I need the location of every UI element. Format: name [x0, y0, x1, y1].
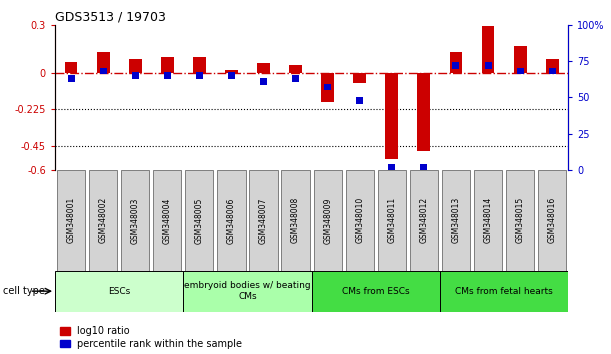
Bar — [193, 57, 206, 73]
Bar — [185, 170, 213, 271]
Bar — [292, 75, 299, 82]
Bar — [121, 170, 149, 271]
Text: GSM348010: GSM348010 — [355, 197, 364, 244]
Text: GSM348002: GSM348002 — [98, 197, 108, 244]
Bar — [481, 27, 494, 73]
Bar — [257, 63, 270, 73]
Bar — [225, 70, 238, 73]
Bar — [97, 52, 109, 73]
Bar — [164, 72, 171, 79]
Text: GSM348004: GSM348004 — [163, 197, 172, 244]
Text: GSM348013: GSM348013 — [452, 197, 461, 244]
Bar — [346, 170, 374, 271]
Text: GSM348007: GSM348007 — [259, 197, 268, 244]
Bar — [260, 78, 267, 85]
Bar — [353, 73, 366, 83]
Bar — [321, 73, 334, 102]
Text: GSM348011: GSM348011 — [387, 197, 397, 244]
Bar — [485, 62, 492, 69]
Bar — [67, 75, 75, 82]
Bar — [440, 271, 568, 312]
Text: ESCs: ESCs — [108, 287, 130, 296]
Text: embryoid bodies w/ beating
CMs: embryoid bodies w/ beating CMs — [184, 281, 311, 301]
Bar — [282, 170, 310, 271]
Text: GSM348015: GSM348015 — [516, 197, 525, 244]
Bar — [452, 62, 459, 69]
Bar — [516, 68, 524, 74]
Bar — [161, 57, 174, 73]
Bar — [312, 271, 440, 312]
Bar — [183, 271, 312, 312]
Bar — [57, 170, 85, 271]
Bar — [289, 65, 302, 73]
Legend: log10 ratio, percentile rank within the sample: log10 ratio, percentile rank within the … — [60, 326, 243, 349]
Bar — [549, 68, 556, 74]
Text: GSM348006: GSM348006 — [227, 197, 236, 244]
Bar — [324, 84, 331, 91]
Text: GSM348009: GSM348009 — [323, 197, 332, 244]
Bar — [89, 170, 117, 271]
Bar — [378, 170, 406, 271]
Bar — [386, 73, 398, 159]
Bar — [388, 164, 395, 170]
Bar — [417, 73, 430, 150]
Text: GDS3513 / 19703: GDS3513 / 19703 — [55, 11, 166, 24]
Bar — [65, 62, 78, 73]
Text: GSM348016: GSM348016 — [547, 197, 557, 244]
Bar — [218, 170, 246, 271]
Bar — [410, 170, 438, 271]
Bar — [55, 271, 183, 312]
Bar — [249, 170, 277, 271]
Text: GSM348008: GSM348008 — [291, 197, 300, 244]
Bar — [228, 72, 235, 79]
Text: GSM348012: GSM348012 — [419, 197, 428, 244]
Bar — [538, 170, 566, 271]
Bar — [450, 52, 463, 73]
Bar — [196, 72, 203, 79]
Text: CMs from fetal hearts: CMs from fetal hearts — [455, 287, 553, 296]
Text: GSM348003: GSM348003 — [131, 197, 140, 244]
Bar — [153, 170, 181, 271]
Bar — [506, 170, 534, 271]
Bar — [474, 170, 502, 271]
Text: cell type: cell type — [3, 286, 45, 296]
Bar — [356, 97, 364, 103]
Text: GSM348001: GSM348001 — [67, 197, 76, 244]
Bar — [546, 59, 558, 73]
Bar — [420, 164, 428, 170]
Bar — [129, 59, 142, 73]
Text: CMs from ESCs: CMs from ESCs — [342, 287, 409, 296]
Bar — [514, 46, 527, 73]
Bar — [313, 170, 342, 271]
Bar — [442, 170, 470, 271]
Text: GSM348005: GSM348005 — [195, 197, 204, 244]
Bar — [100, 68, 107, 74]
Text: GSM348014: GSM348014 — [483, 197, 492, 244]
Bar — [131, 72, 139, 79]
